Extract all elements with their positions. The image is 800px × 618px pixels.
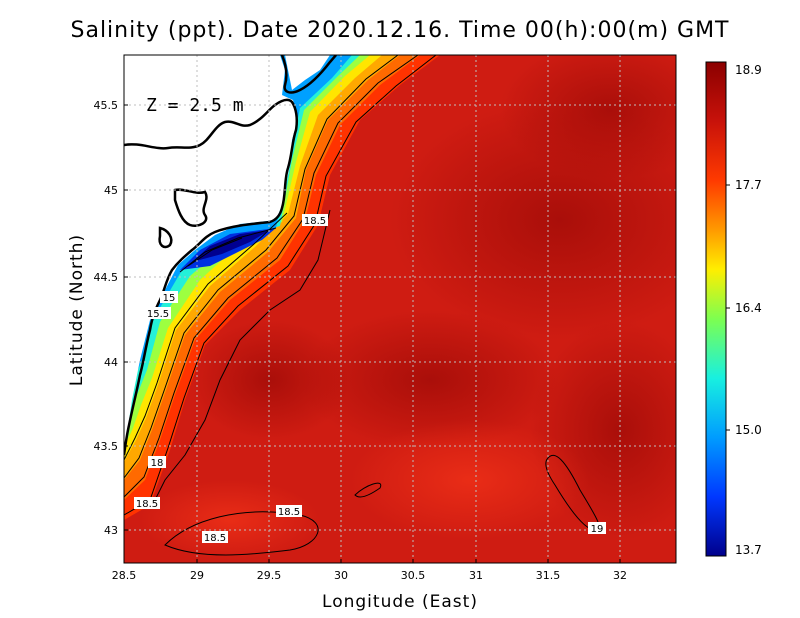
lower-salinity-patch — [350, 420, 590, 540]
x-tick-label: 29.5 — [257, 569, 282, 582]
y-tick-label: 43.5 — [94, 440, 119, 453]
colorbar-label: 13.7 — [735, 543, 762, 557]
x-tick-label: 30.5 — [401, 569, 426, 582]
svg-text:15: 15 — [163, 293, 176, 304]
land — [124, 55, 330, 455]
svg-text:18: 18 — [151, 458, 164, 469]
svg-text:18.5: 18.5 — [304, 216, 326, 227]
x-axis-title: Longitude (East) — [322, 592, 478, 612]
contour-label: 18.5 — [202, 531, 228, 544]
contour-label: 18.5 — [276, 505, 302, 518]
graticule — [124, 55, 676, 563]
depth-label: Z = 2.5 m — [146, 95, 244, 116]
colorbar-label: 17.7 — [735, 178, 762, 192]
high-salinity-patch — [300, 310, 560, 450]
lower-salinity-patch — [140, 480, 320, 560]
svg-text:18.5: 18.5 — [204, 533, 226, 544]
high-salinity-patch — [190, 320, 350, 440]
plot-frame — [123, 54, 677, 564]
contour-label: 19 — [588, 522, 606, 535]
x-tick-label: 31 — [469, 569, 483, 582]
y-tick-label: 45 — [104, 184, 118, 197]
coastline — [124, 55, 337, 456]
x-tick-label: 32 — [613, 569, 627, 582]
contour-label: 18.5 — [302, 214, 328, 227]
svg-text:15.5: 15.5 — [147, 309, 169, 320]
y-tick-label: 44.5 — [94, 271, 119, 284]
x-tick-label: 28.5 — [112, 569, 137, 582]
colorbar-label: 16.4 — [735, 301, 762, 315]
x-tick-label: 29 — [190, 569, 204, 582]
y-tick-label: 45.5 — [94, 99, 119, 112]
contour-label: 18 — [148, 456, 166, 469]
y-tick-label: 44 — [104, 356, 118, 369]
y-axis-title: Latitude (North) — [67, 234, 87, 386]
colorbar-label: 15.0 — [735, 423, 762, 437]
contour-label-group: 18.5 15 15.5 18 18.5 18.5 18.5 19 — [134, 214, 606, 544]
y-axis: 43 43.5 44 44.5 45 45.5 Latitude (North) — [67, 99, 128, 537]
svg-text:18.5: 18.5 — [278, 507, 300, 518]
colorbar-gradient — [705, 61, 727, 557]
colorbar-label: 18.9 — [735, 63, 762, 77]
x-tick-label: 30 — [334, 569, 348, 582]
x-tick-label: 31.5 — [536, 569, 561, 582]
contour-label: 18.5 — [134, 497, 160, 510]
contour-label: 15 — [160, 291, 178, 304]
map-field — [124, 55, 676, 563]
svg-text:19: 19 — [591, 524, 604, 535]
svg-text:18.5: 18.5 — [136, 499, 158, 510]
colorbar: 18.9 17.7 16.4 15.0 13.7 — [705, 61, 762, 557]
chart-title: Salinity (ppt). Date 2020.12.16. Time 00… — [70, 18, 730, 43]
contour-label: 15.5 — [145, 307, 171, 320]
x-axis: 28.5 29 29.5 30 30.5 31 31.5 32 Longitud… — [112, 559, 627, 612]
high-salinity-patch — [500, 55, 676, 180]
y-tick-label: 43 — [104, 524, 118, 537]
